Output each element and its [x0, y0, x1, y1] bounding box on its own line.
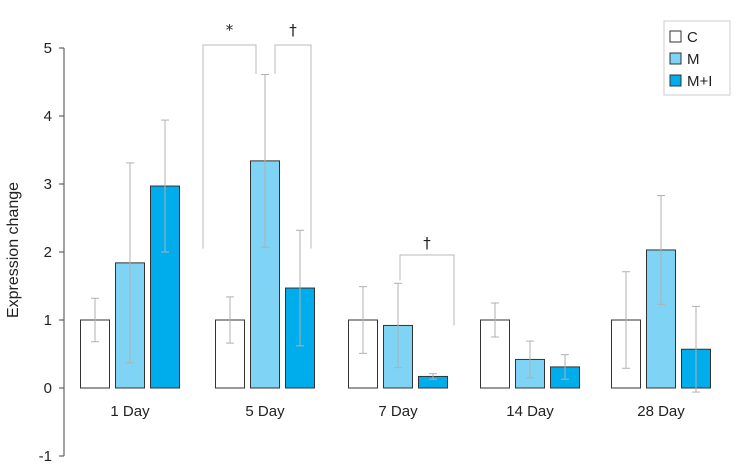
- error-bar: [161, 119, 169, 253]
- error-bar: [261, 74, 269, 248]
- legend-swatch: [669, 74, 682, 87]
- y-tick-label: 1: [44, 312, 52, 329]
- category-label: 14 Day: [506, 403, 554, 420]
- error-bar: [226, 296, 234, 344]
- error-bar: [91, 297, 99, 343]
- category-label: 5 Day: [245, 403, 285, 420]
- y-tick-label: -1: [39, 448, 52, 465]
- y-tick-label: 0: [44, 380, 52, 397]
- bracket-line: [399, 254, 455, 326]
- error-bar: [359, 286, 367, 354]
- error-bar: [491, 302, 499, 338]
- significance-symbol: †: [289, 21, 297, 39]
- error-bar: [429, 373, 437, 380]
- significance-symbol: *: [226, 21, 234, 39]
- error-bar: [657, 195, 665, 305]
- category-label: 1 Day: [110, 403, 150, 420]
- legend-label: M+I: [687, 73, 712, 90]
- y-axis-title: Expression change: [5, 182, 22, 318]
- bar-c-7-day: [348, 319, 378, 389]
- y-tick-label: 4: [44, 108, 52, 125]
- bracket-line: [274, 44, 312, 249]
- y-tick-label: 5: [44, 40, 52, 57]
- significance-symbol: †: [423, 234, 431, 252]
- bars: [80, 74, 711, 393]
- error-bar: [126, 162, 134, 364]
- error-bar: [526, 340, 534, 379]
- significance-brackets: * † †: [202, 21, 455, 326]
- legend-label: C: [687, 29, 698, 46]
- significance-bracket: †: [399, 234, 455, 326]
- legend-swatch: [669, 52, 682, 65]
- significance-bracket: *: [202, 21, 257, 249]
- category-labels: 1 Day 5 Day 7 Day 14 Day 28 Day: [110, 403, 685, 420]
- error-bar: [296, 229, 304, 347]
- significance-bracket: †: [274, 21, 312, 249]
- error-bar: [561, 354, 569, 380]
- legend: CM M+I: [663, 20, 731, 96]
- category-label: 7 Day: [378, 403, 418, 420]
- bracket-line: [202, 44, 257, 249]
- error-bar: [394, 282, 402, 369]
- y-axis: -1 0 1 2 3 4 5: [39, 40, 65, 465]
- error-bar: [622, 271, 630, 369]
- y-tick-label: 3: [44, 176, 52, 193]
- bar-m-5-day: [250, 160, 280, 389]
- y-tick-label: 2: [44, 244, 52, 261]
- legend-label: M: [687, 51, 700, 68]
- legend-swatch: [669, 30, 682, 43]
- error-bar: [692, 305, 700, 393]
- category-label: 28 Day: [637, 403, 685, 420]
